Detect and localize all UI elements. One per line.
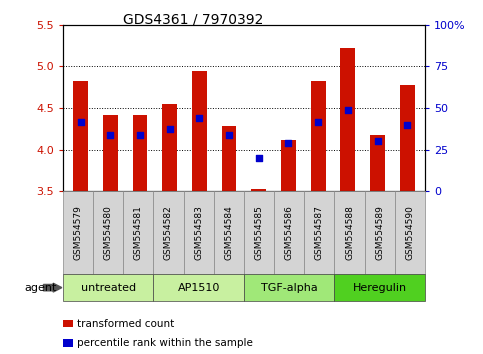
Point [314,119,322,125]
Text: AP1510: AP1510 [177,282,220,293]
Bar [311,81,326,191]
Bar [192,70,207,191]
Text: GSM554579: GSM554579 [73,205,83,260]
Text: agent: agent [24,282,57,293]
Bar [162,104,177,191]
Text: GSM554589: GSM554589 [375,205,384,260]
Text: GSM554580: GSM554580 [103,205,113,260]
Text: GSM554581: GSM554581 [134,205,143,260]
Text: GSM554583: GSM554583 [194,205,203,260]
Text: GSM554584: GSM554584 [224,205,233,260]
Text: GSM554588: GSM554588 [345,205,354,260]
Point [136,132,144,137]
Bar [251,189,266,191]
Point [106,132,114,137]
Point [166,126,173,132]
Text: TGF-alpha: TGF-alpha [261,282,317,293]
Bar [73,81,88,191]
Point [255,155,263,161]
Point [344,108,352,113]
Point [77,119,85,125]
Point [374,138,382,144]
Point [225,133,233,138]
Text: transformed count: transformed count [77,319,174,329]
Text: untreated: untreated [81,282,136,293]
Bar [400,85,414,191]
Text: GSM554585: GSM554585 [255,205,264,260]
Bar [132,115,147,191]
Text: percentile rank within the sample: percentile rank within the sample [77,338,253,348]
Text: GSM554590: GSM554590 [405,205,414,260]
Bar [281,139,296,191]
Point [196,115,203,121]
Text: GDS4361 / 7970392: GDS4361 / 7970392 [123,12,263,27]
Text: Heregulin: Heregulin [353,282,407,293]
Bar [370,136,385,191]
Text: GSM554586: GSM554586 [284,205,294,260]
Text: GSM554582: GSM554582 [164,205,173,260]
Point [284,140,292,146]
Point [403,122,411,127]
Bar [103,115,118,191]
Text: GSM554587: GSM554587 [315,205,324,260]
Bar [341,48,355,191]
Bar [222,126,237,191]
